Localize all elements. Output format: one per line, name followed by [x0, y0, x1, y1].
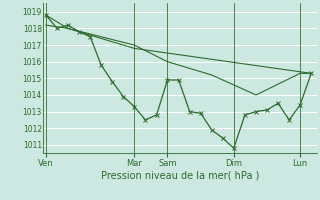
X-axis label: Pression niveau de la mer( hPa ): Pression niveau de la mer( hPa ) [101, 171, 259, 181]
